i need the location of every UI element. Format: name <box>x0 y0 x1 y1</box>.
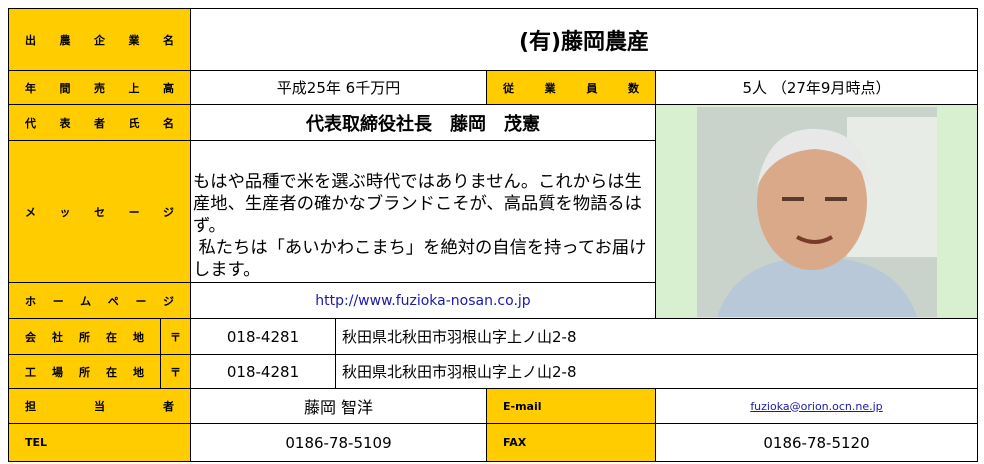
label-cell: 〒 <box>160 354 191 389</box>
label: FAX <box>503 436 527 449</box>
label: メッセージ <box>25 205 174 219</box>
employees: 5人 （27年9月時点） <box>655 70 978 105</box>
representative: 代表取締役社長 藤岡 茂憲 <box>190 104 656 141</box>
contact: 藤岡 智洋 <box>190 388 487 424</box>
label: 〒 <box>170 330 181 344</box>
message: もはや品種で米を選ぶ時代ではありません。これからは生産地、生産者の確かなブランド… <box>190 140 656 283</box>
tel: 0186-78-5109 <box>190 423 487 462</box>
label-cell: E-mail <box>486 388 656 424</box>
email-link[interactable]: fuzioka@orion.ocn.ne.jp <box>655 388 978 424</box>
message-paragraph: 私たちは「あいかわこまち」を絶対の自信を持ってお届けします。 <box>193 238 647 280</box>
label: E-mail <box>503 399 542 413</box>
label-cell: 会社所在地 <box>8 318 161 355</box>
label-cell: 年間売上高 <box>8 70 191 105</box>
label: 従業員数 <box>503 81 639 95</box>
postal-code: 018-4281 <box>190 318 336 355</box>
company-name: (有)藤岡農産 <box>190 8 978 71</box>
label-cell: FAX <box>486 423 656 462</box>
label: 会社所在地 <box>25 330 144 344</box>
label-cell: 代表者氏名 <box>8 104 191 141</box>
label: 代表者氏名 <box>25 116 174 130</box>
message-paragraph: もはや品種で米を選ぶ時代ではありません。これからは生産地、生産者の確かなブランド… <box>193 172 642 236</box>
label: ホームページ <box>25 294 174 308</box>
label-cell: 担当者 <box>8 388 191 424</box>
portrait-photo <box>696 106 937 317</box>
label-cell: 従業員数 <box>486 70 656 105</box>
label: 〒 <box>170 365 181 379</box>
label: TEL <box>25 436 48 449</box>
label: 出農企業名 <box>25 33 174 47</box>
label: 年間売上高 <box>25 81 174 95</box>
label: 担当者 <box>25 400 174 413</box>
address: 秋田県北秋田市羽根山字上ノ山2-8 <box>335 318 978 355</box>
photo-cell <box>655 104 978 319</box>
homepage-link[interactable]: http://www.fuzioka-nosan.co.jp <box>190 282 656 319</box>
label: 工場所在地 <box>25 365 144 379</box>
sales: 平成25年 6千万円 <box>190 70 487 105</box>
address: 秋田県北秋田市羽根山字上ノ山2-8 <box>335 354 978 389</box>
label-cell: 〒 <box>160 318 191 355</box>
label-cell: TEL <box>8 423 191 462</box>
label-cell: メッセージ <box>8 140 191 283</box>
postal-code: 018-4281 <box>190 354 336 389</box>
label-cell: ホームページ <box>8 282 191 319</box>
fax: 0186-78-5120 <box>655 423 978 462</box>
label-cell: 工場所在地 <box>8 354 161 389</box>
label-cell: 出農企業名 <box>8 8 191 71</box>
